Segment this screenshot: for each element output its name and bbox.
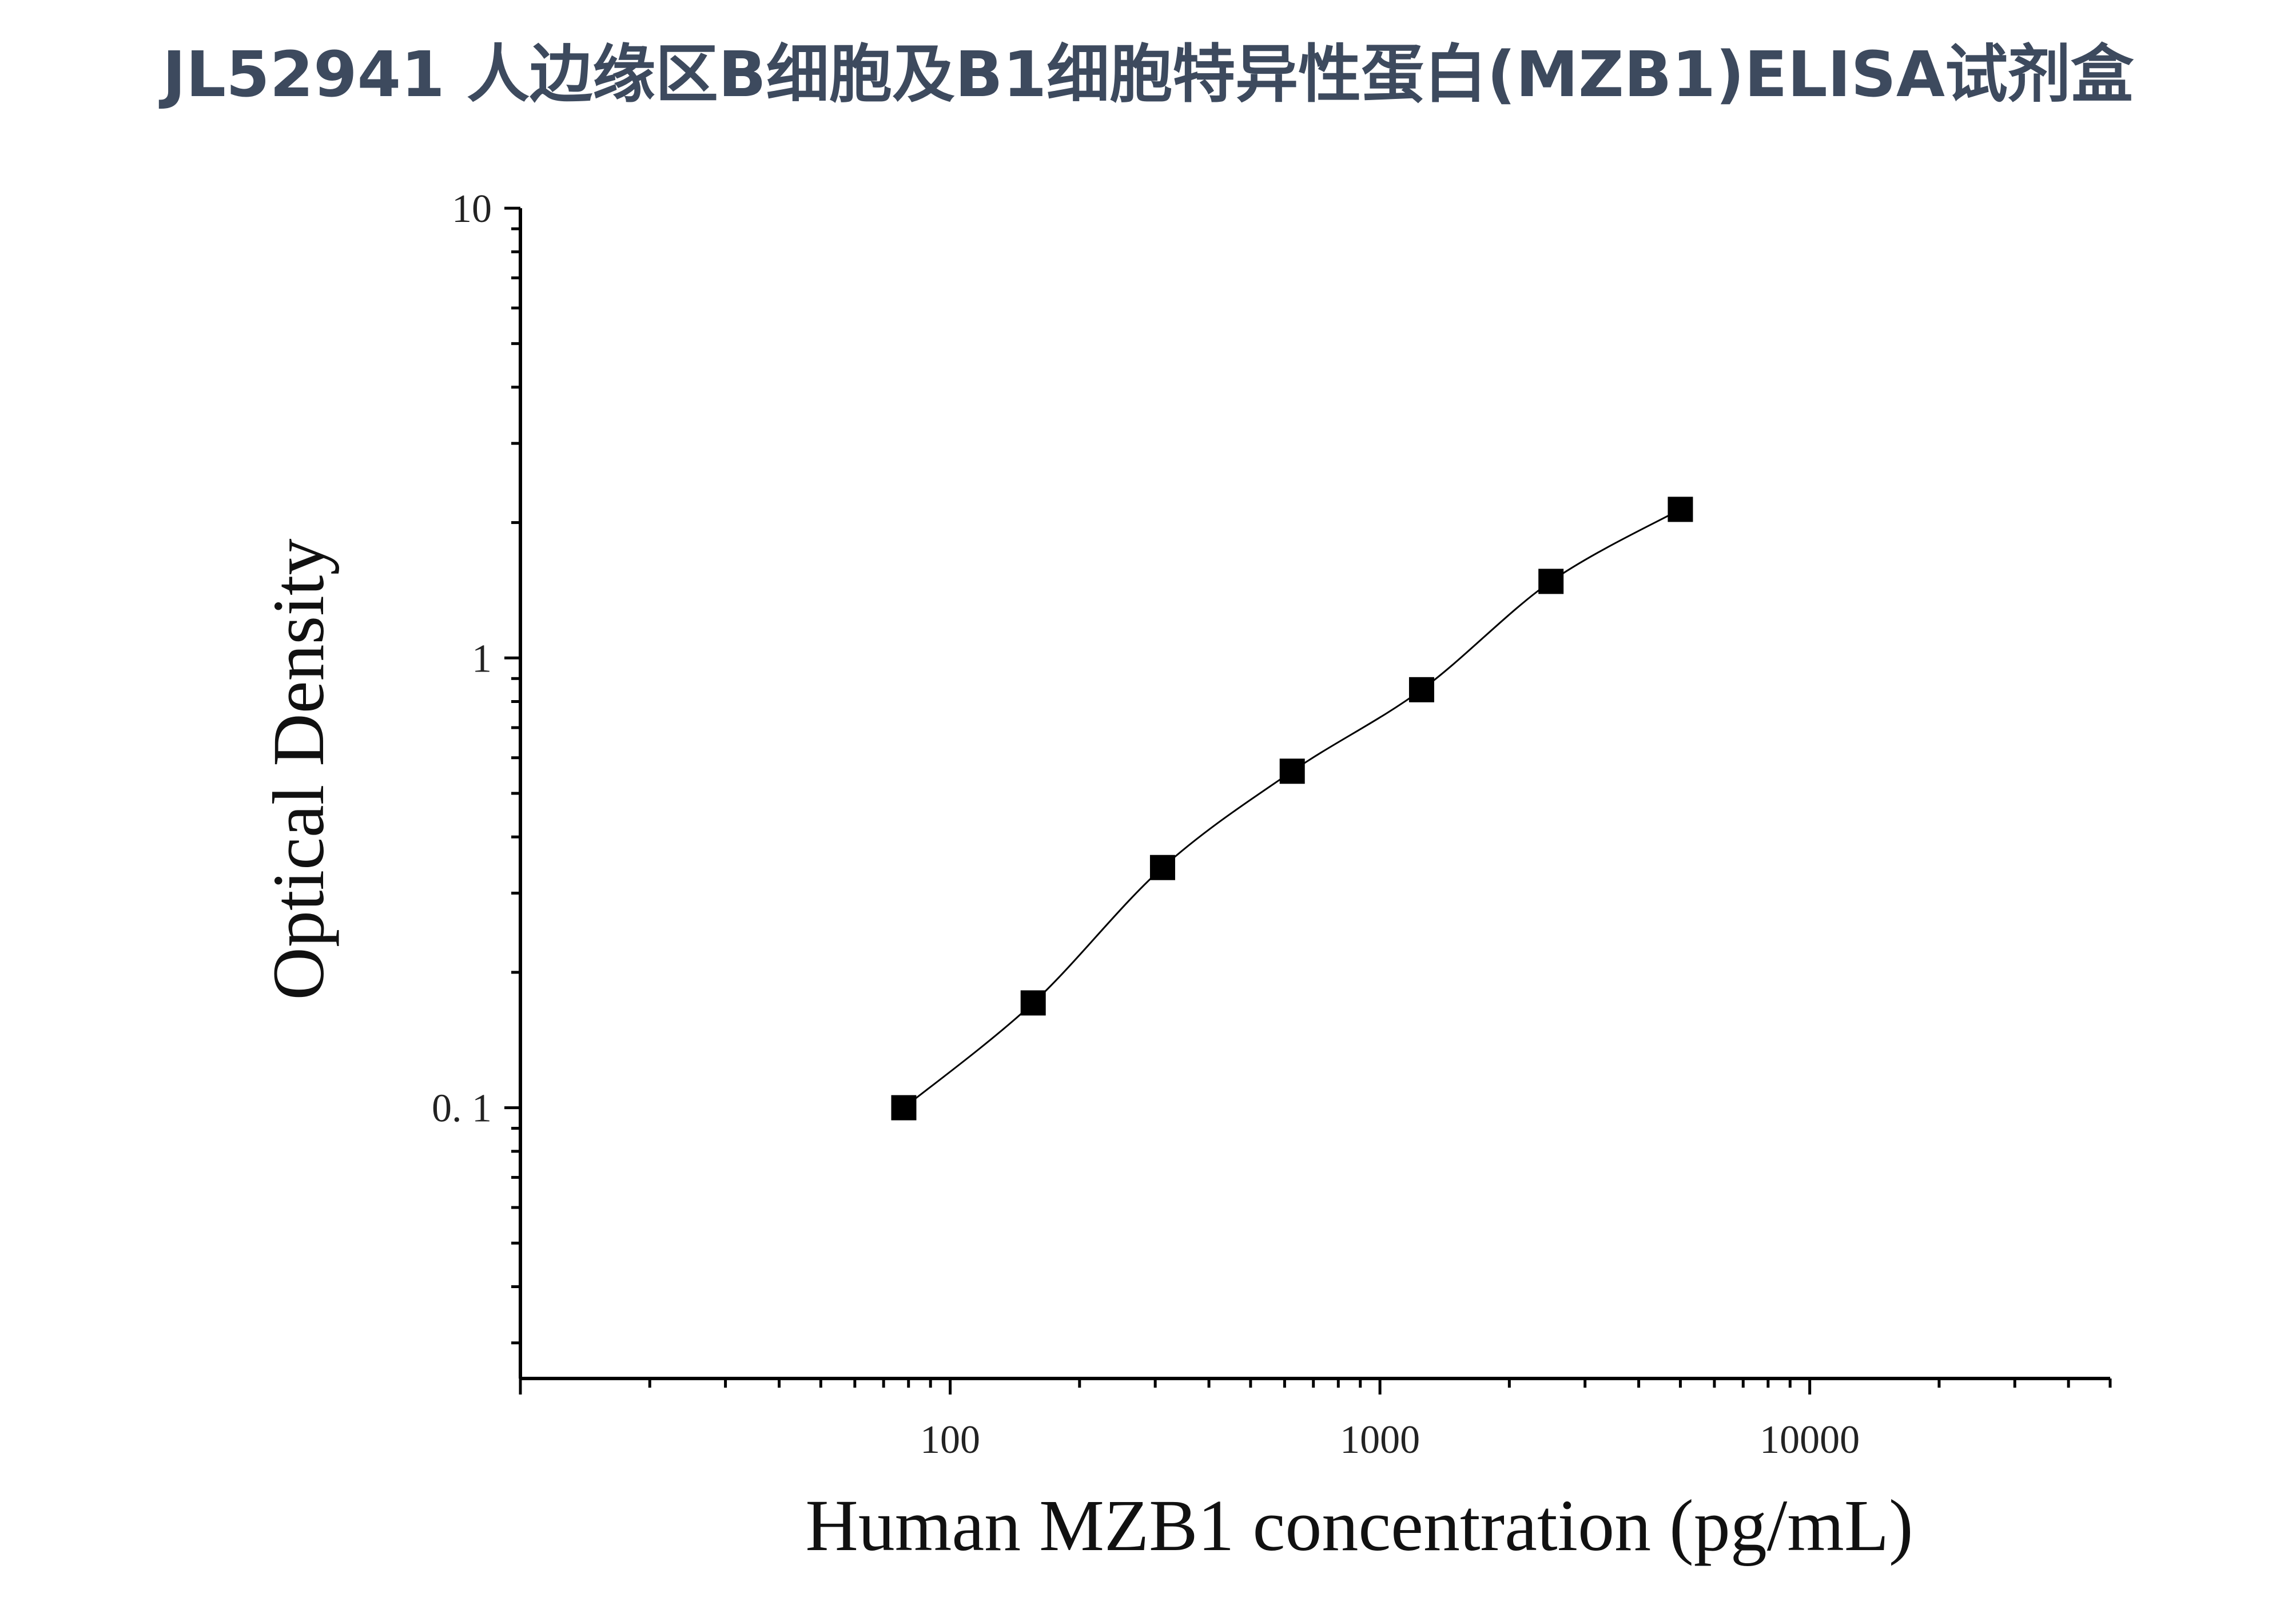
- fit-line: [903, 508, 1681, 1109]
- axes: [519, 208, 2110, 1380]
- chart-title: JL52941 人边缘区B细胞及B1细胞特异性蛋白(MZB1)ELISA试剂盒: [162, 38, 2134, 111]
- points: [891, 496, 1693, 1121]
- y-tick-label: 10: [452, 187, 492, 231]
- x-tick-label: 10000: [1760, 1418, 1860, 1462]
- data-point: [1668, 496, 1693, 522]
- y-tick-label: 0. 1: [432, 1087, 492, 1131]
- data-point: [1279, 758, 1305, 784]
- data-point: [1538, 569, 1564, 594]
- fit-line-layer: [903, 508, 1681, 1109]
- data-point: [1408, 677, 1434, 702]
- x-axis-label: Human MZB1 concentration (pg/mL): [805, 1485, 1913, 1566]
- x-tick-label: 1000: [1340, 1418, 1420, 1462]
- y-axis-label: Optical Density: [258, 539, 339, 1000]
- data-point: [1149, 855, 1175, 880]
- ticks: 100 1000 10000 0. 1 1 10: [432, 187, 2112, 1462]
- data-point: [1020, 990, 1046, 1016]
- y-tick-label: 1: [472, 637, 492, 681]
- data-point: [891, 1095, 917, 1121]
- x-tick-label: 100: [920, 1418, 980, 1462]
